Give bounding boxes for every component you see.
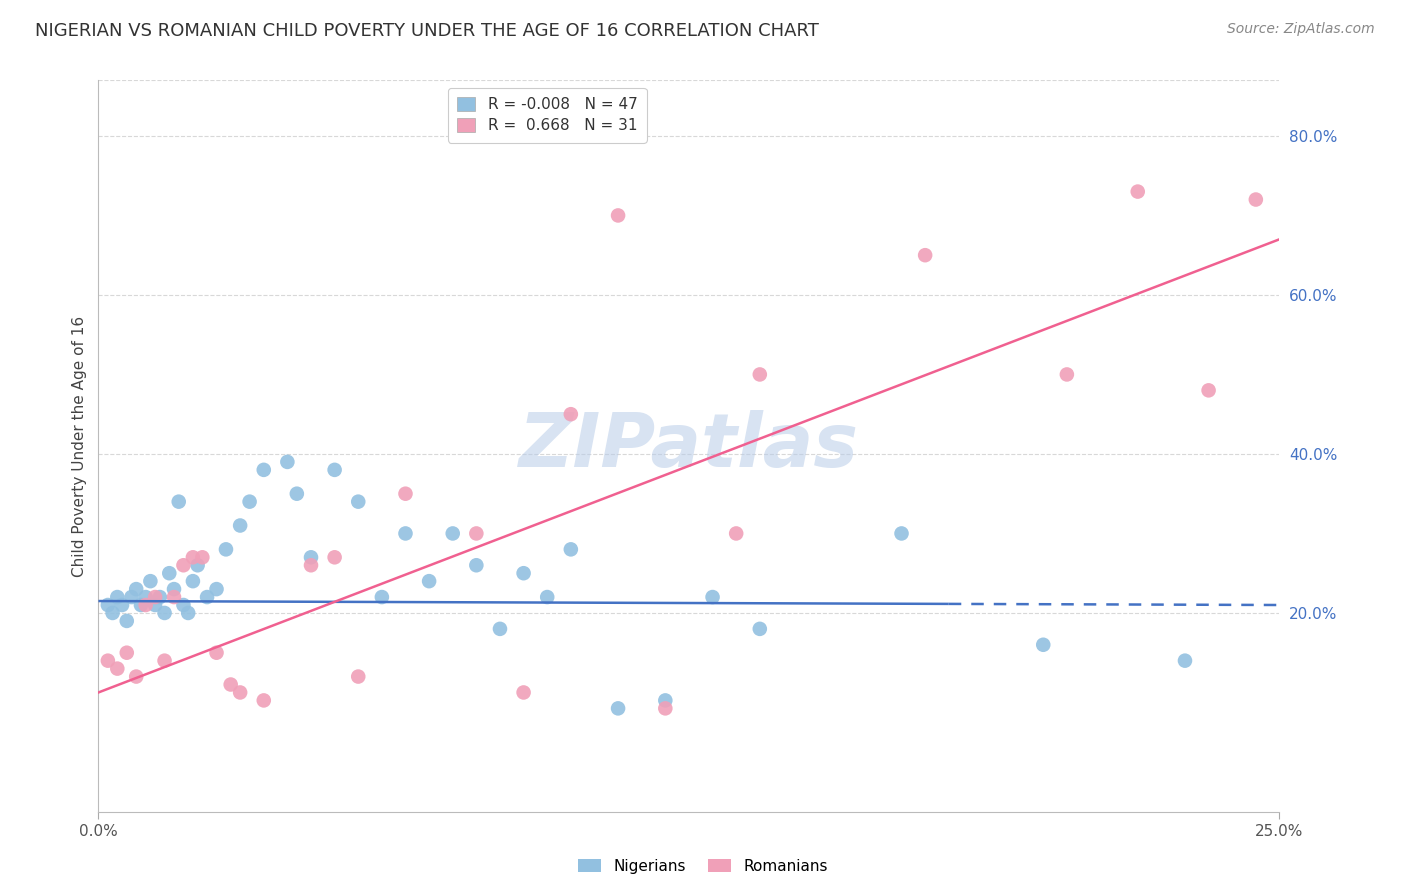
Point — [157, 566, 180, 581]
Point — [276, 455, 298, 469]
Point — [167, 494, 190, 508]
Point — [149, 590, 172, 604]
Point — [139, 574, 162, 589]
Legend: R = -0.008   N = 47, R =  0.668   N = 31: R = -0.008 N = 47, R = 0.668 N = 31 — [449, 88, 647, 143]
Point — [205, 582, 228, 596]
Point — [115, 646, 138, 660]
Point — [607, 209, 630, 223]
Point — [177, 606, 200, 620]
Point — [394, 526, 416, 541]
Point — [115, 614, 138, 628]
Point — [465, 526, 488, 541]
Text: Source: ZipAtlas.com: Source: ZipAtlas.com — [1227, 22, 1375, 37]
Point — [191, 550, 214, 565]
Point — [129, 598, 152, 612]
Point — [465, 558, 488, 573]
Point — [914, 248, 936, 262]
Point — [1198, 384, 1220, 398]
Point — [489, 622, 512, 636]
Point — [441, 526, 464, 541]
Point — [418, 574, 440, 589]
Point — [607, 701, 630, 715]
Point — [187, 558, 209, 573]
Legend: Nigerians, Romanians: Nigerians, Romanians — [572, 853, 834, 880]
Text: NIGERIAN VS ROMANIAN CHILD POVERTY UNDER THE AGE OF 16 CORRELATION CHART: NIGERIAN VS ROMANIAN CHILD POVERTY UNDER… — [35, 22, 820, 40]
Point — [239, 494, 262, 508]
Point — [181, 550, 204, 565]
Point — [748, 622, 770, 636]
Point — [323, 463, 346, 477]
Point — [172, 558, 194, 573]
Point — [347, 494, 370, 508]
Point — [153, 606, 176, 620]
Point — [1174, 654, 1197, 668]
Point — [195, 590, 218, 604]
Point — [143, 590, 166, 604]
Point — [97, 654, 120, 668]
Point — [323, 550, 346, 565]
Point — [1244, 193, 1267, 207]
Point — [143, 598, 166, 612]
Point — [163, 582, 186, 596]
Point — [105, 590, 128, 604]
Point — [125, 582, 148, 596]
Point — [105, 662, 128, 676]
Point — [560, 407, 582, 421]
Point — [97, 598, 120, 612]
Point — [299, 558, 322, 573]
Point — [394, 486, 416, 500]
Point — [1126, 185, 1149, 199]
Point — [371, 590, 394, 604]
Point — [125, 669, 148, 683]
Point — [121, 590, 143, 604]
Point — [163, 590, 186, 604]
Point — [654, 701, 676, 715]
Point — [347, 669, 370, 683]
Point — [219, 677, 242, 691]
Point — [111, 598, 134, 612]
Point — [654, 693, 676, 707]
Point — [285, 486, 308, 500]
Point — [215, 542, 238, 557]
Y-axis label: Child Poverty Under the Age of 16: Child Poverty Under the Age of 16 — [72, 316, 87, 576]
Point — [253, 463, 276, 477]
Point — [205, 646, 228, 660]
Point — [101, 606, 124, 620]
Point — [135, 590, 157, 604]
Point — [229, 518, 252, 533]
Point — [1056, 368, 1078, 382]
Point — [512, 685, 534, 699]
Point — [1032, 638, 1054, 652]
Point — [748, 368, 770, 382]
Point — [253, 693, 276, 707]
Point — [725, 526, 748, 541]
Point — [135, 598, 157, 612]
Point — [172, 598, 194, 612]
Point — [299, 550, 322, 565]
Point — [702, 590, 724, 604]
Point — [181, 574, 204, 589]
Point — [890, 526, 912, 541]
Point — [229, 685, 252, 699]
Text: ZIPatlas: ZIPatlas — [519, 409, 859, 483]
Point — [512, 566, 534, 581]
Point — [560, 542, 582, 557]
Point — [536, 590, 558, 604]
Point — [153, 654, 176, 668]
